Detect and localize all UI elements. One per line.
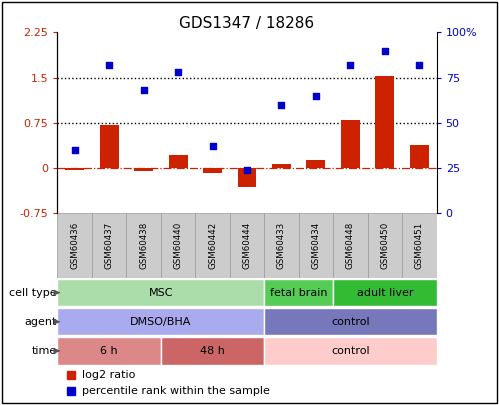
Point: [71, 147, 79, 153]
Point: [415, 62, 423, 68]
Text: 48 h: 48 h: [200, 346, 225, 356]
Title: GDS1347 / 18286: GDS1347 / 18286: [180, 16, 314, 31]
Text: GSM60436: GSM60436: [70, 222, 79, 269]
Point: [209, 143, 217, 150]
Point: [243, 167, 251, 173]
Bar: [306, 160, 325, 168]
Text: adult liver: adult liver: [357, 288, 413, 298]
Point: [277, 102, 285, 108]
Point: [346, 62, 354, 68]
Text: GSM60448: GSM60448: [346, 222, 355, 269]
Text: percentile rank within the sample: percentile rank within the sample: [82, 386, 270, 396]
FancyBboxPatch shape: [402, 213, 437, 278]
Text: GSM60444: GSM60444: [243, 222, 251, 269]
FancyBboxPatch shape: [264, 213, 299, 278]
Text: GSM60440: GSM60440: [174, 222, 183, 269]
Text: GSM60434: GSM60434: [311, 222, 320, 269]
Bar: [169, 155, 188, 168]
FancyBboxPatch shape: [195, 213, 230, 278]
Bar: [238, 168, 256, 188]
Bar: [134, 168, 153, 171]
Bar: [272, 164, 291, 168]
Text: DMSO/BHA: DMSO/BHA: [130, 317, 192, 327]
Point: [140, 87, 148, 94]
FancyBboxPatch shape: [264, 308, 437, 335]
Text: agent: agent: [24, 317, 57, 327]
Bar: [65, 168, 84, 170]
Text: GSM60438: GSM60438: [139, 222, 148, 269]
Point: [174, 69, 182, 75]
Bar: [100, 125, 119, 168]
FancyBboxPatch shape: [57, 308, 264, 335]
Text: control: control: [331, 346, 370, 356]
Point: [312, 92, 320, 99]
Point: [381, 47, 389, 54]
Text: GSM60437: GSM60437: [105, 222, 114, 269]
FancyBboxPatch shape: [264, 337, 437, 365]
FancyBboxPatch shape: [126, 213, 161, 278]
Bar: [375, 77, 394, 168]
Text: time: time: [31, 346, 57, 356]
FancyBboxPatch shape: [92, 213, 126, 278]
Point: [105, 62, 113, 68]
FancyBboxPatch shape: [230, 213, 264, 278]
Text: cell type: cell type: [9, 288, 57, 298]
Bar: [341, 120, 360, 168]
Bar: [410, 145, 429, 168]
FancyBboxPatch shape: [57, 337, 161, 365]
Text: control: control: [331, 317, 370, 327]
FancyBboxPatch shape: [57, 213, 92, 278]
FancyBboxPatch shape: [299, 213, 333, 278]
FancyBboxPatch shape: [161, 213, 195, 278]
Text: MSC: MSC: [149, 288, 173, 298]
FancyBboxPatch shape: [264, 279, 333, 306]
Text: fetal brain: fetal brain: [270, 288, 327, 298]
Text: GSM60451: GSM60451: [415, 222, 424, 269]
FancyBboxPatch shape: [368, 213, 402, 278]
Text: log2 ratio: log2 ratio: [82, 370, 135, 380]
Text: GSM60433: GSM60433: [277, 222, 286, 269]
FancyBboxPatch shape: [57, 279, 264, 306]
FancyBboxPatch shape: [333, 279, 437, 306]
FancyBboxPatch shape: [161, 337, 264, 365]
Text: GSM60442: GSM60442: [208, 222, 217, 269]
Text: GSM60450: GSM60450: [380, 222, 389, 269]
Text: 6 h: 6 h: [100, 346, 118, 356]
Bar: [203, 168, 222, 173]
FancyBboxPatch shape: [333, 213, 368, 278]
